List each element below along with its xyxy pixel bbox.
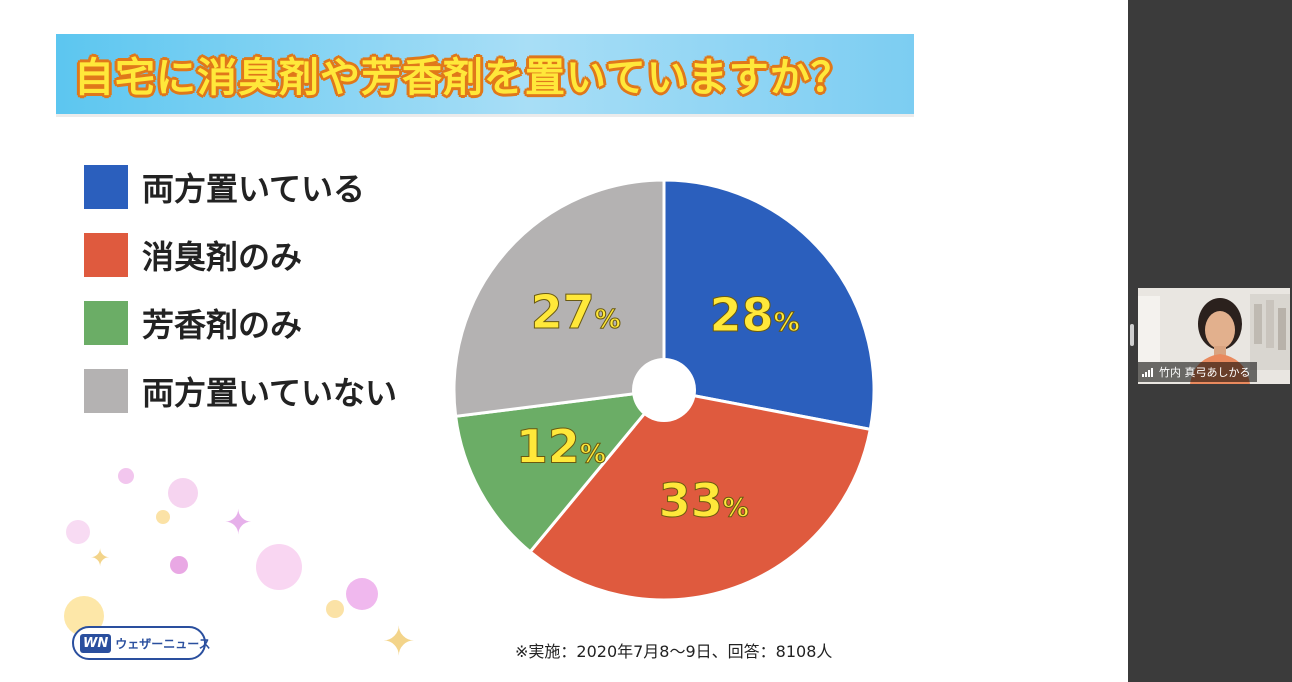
pie-slice-value-label: 27%: [531, 285, 621, 339]
pie-slice-value-label: 33%: [659, 474, 749, 528]
logo-mark: WN: [80, 633, 112, 653]
legend-label: 両方置いていない: [142, 374, 398, 412]
title-banner: 自宅に消臭剤や芳香剤を置いていますか？: [56, 34, 914, 114]
signal-bars-icon: [1142, 367, 1154, 377]
decor-bubble: [118, 468, 134, 484]
legend-swatch-gray: [84, 369, 128, 413]
legend-item-neither: 両方置いていない: [84, 368, 397, 414]
logo-text: ウェザーニュース: [115, 636, 211, 651]
pie-slice-value-label: 12%: [516, 420, 606, 474]
legend-swatch-blue: [84, 165, 128, 209]
slide-title: 自宅に消臭剤や芳香剤を置いていますか？: [74, 55, 852, 101]
decor-bubble: [66, 520, 90, 544]
weathernews-logo: WN ウェザーニュース: [72, 626, 211, 660]
panel-resize-handle[interactable]: [1130, 324, 1134, 346]
decor-bubble: [326, 600, 344, 618]
survey-footnote: ※実施：2020年7月8〜9日、回答：8108人: [515, 642, 833, 661]
decor-bubble: [168, 478, 198, 508]
participant-name: 竹内 真弓あしかる: [1159, 366, 1251, 379]
decor-bubble: [346, 578, 378, 610]
pie-center-hole: [632, 358, 696, 422]
legend-swatch-green: [84, 301, 128, 345]
legend-swatch-red: [84, 233, 128, 277]
sparkle-icon: ✦: [382, 619, 416, 665]
shared-slide: 自宅に消臭剤や芳香剤を置いていますか？ 両方置いている 消臭剤のみ 芳香剤のみ …: [56, 34, 914, 665]
pie-slice-both: [662, 178, 876, 432]
pie-slice-deodorant-only: [528, 388, 873, 602]
pie-slice-neither: [452, 178, 666, 418]
participant-name-tag: 竹内 真弓あしかる: [1138, 362, 1257, 382]
sparkle-icon: ✦: [90, 544, 111, 572]
legend-item-fragrance-only: 芳香剤のみ: [84, 300, 302, 346]
pie-slice-value-label: 28%: [710, 288, 800, 342]
sparkle-icon: ✦: [224, 503, 253, 543]
pie-slice-fragrance-only: [453, 388, 668, 554]
pie-chart: 28% 33% 12% 27%: [452, 178, 876, 602]
legend-label: 芳香剤のみ: [142, 306, 303, 344]
decor-bubble: [170, 556, 188, 574]
legend-label: 両方置いている: [142, 170, 366, 208]
legend-label: 消臭剤のみ: [142, 238, 303, 276]
decor-bubble: [156, 510, 170, 524]
legend-item-both: 両方置いている: [84, 164, 365, 210]
decor-bubble: [256, 544, 302, 590]
legend-item-deodorant-only: 消臭剤のみ: [84, 232, 302, 278]
